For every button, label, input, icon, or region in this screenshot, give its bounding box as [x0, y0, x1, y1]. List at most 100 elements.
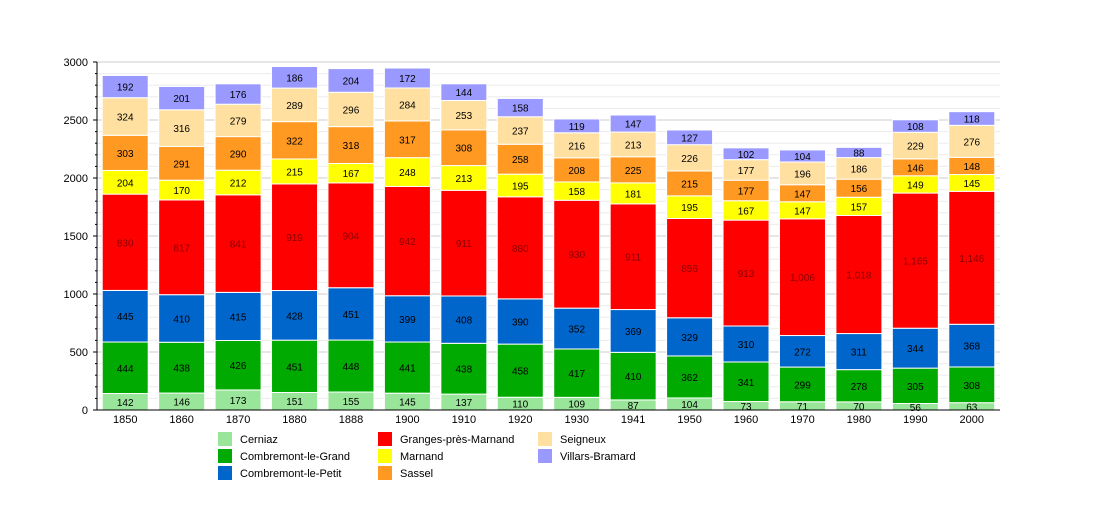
data-label: 196 — [794, 169, 811, 180]
bar-segment-villars-bramard — [214, 83, 262, 105]
bar-segment-combremont-le-petit — [835, 333, 883, 371]
bar-segment-sassel — [666, 170, 714, 197]
data-label: 368 — [963, 342, 980, 353]
bar-segment-combremont-le-grand — [158, 341, 206, 394]
data-label: 913 — [738, 269, 755, 280]
legend-label: Combremont-le-Petit — [240, 468, 341, 480]
bar-segment-seigneux — [271, 87, 319, 123]
bar-segment-combremont-le-petit — [214, 291, 262, 342]
data-label: 417 — [568, 369, 585, 380]
bar-segment-granges-pr-s-marnand — [496, 196, 544, 300]
data-label: 102 — [738, 150, 755, 161]
data-label: 176 — [230, 90, 247, 101]
data-label: 362 — [681, 373, 698, 384]
data-label: 830 — [117, 238, 134, 249]
bar-segment-villars-bramard — [778, 149, 826, 163]
data-label: 1,165 — [903, 257, 928, 268]
data-label: 415 — [230, 312, 247, 323]
data-label: 145 — [963, 179, 980, 190]
bar-segment-villars-bramard — [948, 111, 996, 126]
data-label: 216 — [568, 141, 585, 152]
legend-swatch — [378, 432, 392, 446]
data-label: 104 — [681, 400, 698, 411]
data-label: 204 — [343, 76, 360, 87]
data-label: 1,146 — [959, 254, 984, 265]
bar-segment-combremont-le-petit — [271, 290, 319, 341]
legend-label: Cerniaz — [240, 434, 278, 446]
bar-segment-combremont-le-petit — [101, 289, 149, 343]
data-label: 369 — [625, 327, 642, 338]
data-label: 147 — [794, 206, 811, 217]
data-label: 856 — [681, 264, 698, 275]
bar-segment-seigneux — [158, 109, 206, 147]
y-tick-label: 1000 — [64, 289, 88, 301]
bar-segment-villars-bramard — [327, 68, 375, 93]
data-label: 308 — [456, 144, 473, 155]
data-label: 290 — [230, 149, 247, 160]
bar-segment-combremont-le-grand — [327, 339, 375, 393]
data-label: 448 — [343, 362, 360, 373]
y-tick-label: 2000 — [64, 173, 88, 185]
data-label: 158 — [512, 104, 529, 115]
bar-segment-combremont-le-petit — [722, 325, 770, 363]
data-label: 148 — [963, 162, 980, 173]
bar-segment-granges-pr-s-marnand — [271, 183, 319, 292]
data-label: 410 — [625, 372, 642, 383]
legend-label: Marnand — [400, 451, 443, 463]
bar-segment-granges-pr-s-marnand — [891, 192, 939, 329]
data-label: 137 — [456, 398, 473, 409]
data-label: 186 — [286, 73, 303, 84]
data-label: 880 — [512, 244, 529, 255]
bar-segment-granges-pr-s-marnand — [778, 218, 826, 337]
data-label: 142 — [117, 398, 134, 409]
legend-label: Combremont-le-Grand — [240, 451, 350, 463]
x-tick-label: 1910 — [452, 414, 476, 426]
data-label: 408 — [456, 316, 473, 327]
bar-segment-combremont-le-grand — [666, 355, 714, 399]
bar-segment-seigneux — [214, 103, 262, 138]
bar-segment-granges-pr-s-marnand — [835, 214, 883, 335]
data-label: 212 — [230, 179, 247, 190]
data-label: 177 — [738, 166, 755, 177]
data-label: 324 — [117, 113, 134, 124]
data-label: 318 — [343, 141, 360, 152]
data-label: 904 — [343, 231, 360, 242]
bar-segment-combremont-le-grand — [722, 361, 770, 403]
bar-segment-villars-bramard — [101, 74, 149, 99]
x-tick-label: 1950 — [677, 414, 701, 426]
data-label: 225 — [625, 166, 642, 177]
data-label: 344 — [907, 344, 924, 355]
x-tick-label: 1930 — [564, 414, 588, 426]
legend-swatch — [538, 432, 552, 446]
bar-segment-villars-bramard — [722, 147, 770, 161]
data-label: 426 — [230, 361, 247, 372]
bar-segment-combremont-le-grand — [271, 339, 319, 393]
data-label: 177 — [738, 186, 755, 197]
data-label: 119 — [569, 122, 585, 133]
bar-segment-marnand — [440, 165, 488, 191]
data-label: 390 — [512, 317, 529, 328]
bar-segment-villars-bramard — [440, 83, 488, 102]
data-label: 1,018 — [846, 271, 871, 282]
data-label: 329 — [681, 333, 698, 344]
data-label: 149 — [907, 180, 924, 191]
x-tick-label: 2000 — [960, 414, 984, 426]
data-label: 438 — [173, 364, 190, 375]
x-tick-label: 1941 — [621, 414, 645, 426]
data-label: 237 — [512, 126, 529, 137]
bar-segment-granges-pr-s-marnand — [101, 193, 149, 291]
bar-segment-combremont-le-grand — [835, 369, 883, 403]
data-label: 204 — [117, 178, 134, 189]
bar-segment-granges-pr-s-marnand — [609, 203, 657, 311]
x-tick-label: 1960 — [734, 414, 758, 426]
data-label: 284 — [399, 100, 416, 111]
data-label: 170 — [173, 186, 190, 197]
data-label: 299 — [794, 380, 811, 391]
data-label: 253 — [456, 111, 473, 122]
bar-segment-sassel — [383, 120, 431, 159]
data-label: 289 — [286, 101, 303, 112]
bar-segment-combremont-le-grand — [101, 341, 149, 395]
data-label: 226 — [681, 154, 698, 165]
bar-segment-combremont-le-grand — [440, 342, 488, 395]
bar-segment-villars-bramard — [666, 129, 714, 146]
